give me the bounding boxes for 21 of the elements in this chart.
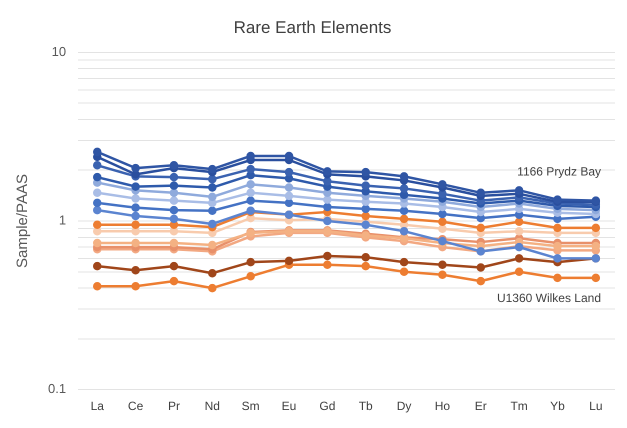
x-tick-label: Dy: [396, 399, 412, 414]
x-tick-label: Ce: [128, 399, 144, 414]
x-tick-label: La: [90, 399, 104, 414]
x-tick-label: Eu: [282, 399, 296, 414]
annotation: 1166 Prydz Bay: [517, 164, 601, 178]
y-tick-label: 10: [52, 44, 66, 59]
y-axis-title: Sample/PAAS: [14, 174, 32, 268]
chart-title: Rare Earth Elements: [234, 18, 392, 37]
x-tick-label: Gd: [319, 399, 336, 414]
x-tick-label: Ho: [434, 399, 450, 414]
y-tick-label: 1: [58, 212, 66, 228]
x-tick-label: Er: [474, 399, 487, 414]
annotation: U1360 Wilkes Land: [496, 290, 601, 305]
y-tick-label: 0.1: [48, 381, 66, 396]
x-tick-label: Tb: [358, 399, 374, 414]
x-tick-label: Tm: [510, 399, 528, 414]
x-tick-label: Lu: [589, 399, 603, 414]
x-tick-label: Pr: [168, 399, 180, 414]
x-tick-label: Sm: [242, 399, 260, 414]
x-tick-label: Yb: [550, 399, 566, 414]
x-tick-label: Nd: [204, 399, 220, 414]
